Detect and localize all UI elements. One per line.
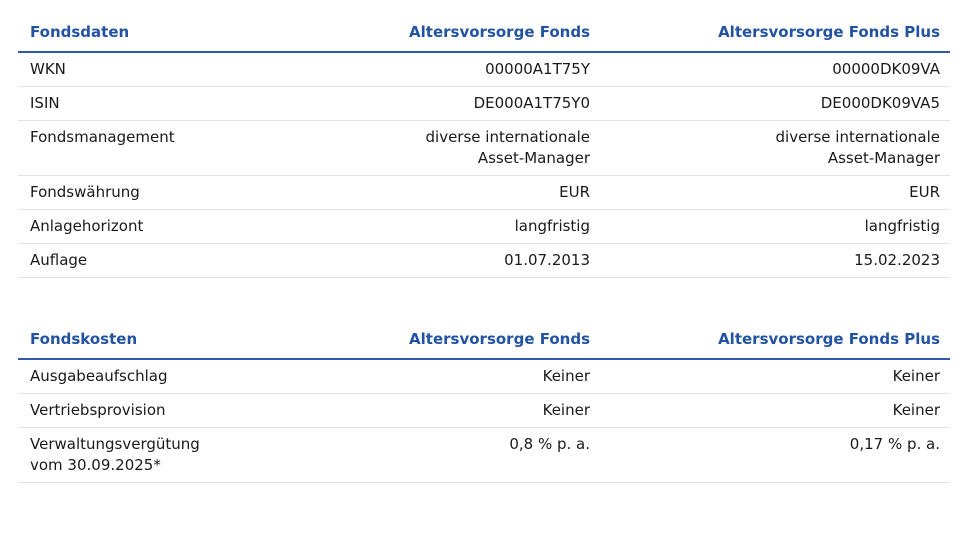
row-label: Auflage — [18, 243, 318, 278]
table-row-vertriebsprovision: Vertriebsprovision Keiner Keiner — [18, 393, 950, 428]
fonds-value: Keiner — [318, 359, 600, 394]
column-header-altersvorsorge-fonds-plus: Altersvorsorge Fonds Plus — [600, 320, 950, 360]
fondsdaten-table-title: Fondsdaten — [18, 13, 318, 53]
fonds-plus-value: EUR — [600, 175, 950, 210]
fonds-plus-value: 0,17 % p. a. — [600, 427, 950, 483]
fondsdaten-header-row: Fondsdaten Altersvorsorge Fonds Altersvo… — [18, 13, 950, 53]
row-label: WKN — [18, 52, 318, 87]
fonds-plus-value: Keiner — [600, 393, 950, 428]
row-label: Anlagehorizont — [18, 209, 318, 244]
table-row-anlagehorizont: Anlagehorizont langfristig langfristig — [18, 209, 950, 244]
fonds-value: 0,8 % p. a. — [318, 427, 600, 483]
fund-info-page: Fondsdaten Altersvorsorge Fonds Altersvo… — [18, 13, 950, 483]
table-row-isin: ISIN DE000A1T75Y0 DE000DK09VA5 — [18, 86, 950, 121]
fonds-plus-value: langfristig — [600, 209, 950, 244]
table-row-fondswaehrung: Fondswährung EUR EUR — [18, 175, 950, 210]
fondskosten-header-row: Fondskosten Altersvorsorge Fonds Altersv… — [18, 320, 950, 360]
fonds-plus-value: Keiner — [600, 359, 950, 394]
fondsdaten-table: Fondsdaten Altersvorsorge Fonds Altersvo… — [18, 13, 950, 278]
fonds-value: Keiner — [318, 393, 600, 428]
fonds-plus-value: DE000DK09VA5 — [600, 86, 950, 121]
fondskosten-table: Fondskosten Altersvorsorge Fonds Altersv… — [18, 320, 950, 483]
row-label: ISIN — [18, 86, 318, 121]
column-header-altersvorsorge-fonds: Altersvorsorge Fonds — [318, 13, 600, 53]
fonds-plus-value: 00000DK09VA — [600, 52, 950, 87]
column-header-altersvorsorge-fonds-plus: Altersvorsorge Fonds Plus — [600, 13, 950, 53]
fondskosten-table-title: Fondskosten — [18, 320, 318, 360]
fonds-value: 00000A1T75Y — [318, 52, 600, 87]
row-label: Fondswährung — [18, 175, 318, 210]
row-label: Verwaltungsvergütung vom 30.09.2025* — [18, 427, 318, 483]
table-row-fondsmanagement: Fondsmanagement diverse internationale A… — [18, 120, 950, 176]
fonds-plus-value: 15.02.2023 — [600, 243, 950, 278]
row-label: Ausgabeaufschlag — [18, 359, 318, 394]
row-label: Fondsmanagement — [18, 120, 318, 176]
fonds-value: 01.07.2013 — [318, 243, 600, 278]
table-row-auflage: Auflage 01.07.2013 15.02.2023 — [18, 243, 950, 278]
fonds-plus-value: diverse internationale Asset-Manager — [600, 120, 950, 176]
fonds-value: diverse internationale Asset-Manager — [318, 120, 600, 176]
table-row-ausgabeaufschlag: Ausgabeaufschlag Keiner Keiner — [18, 359, 950, 394]
fonds-value: EUR — [318, 175, 600, 210]
table-row-verwaltungsverguetung: Verwaltungsvergütung vom 30.09.2025* 0,8… — [18, 427, 950, 483]
fonds-value: langfristig — [318, 209, 600, 244]
column-header-altersvorsorge-fonds: Altersvorsorge Fonds — [318, 320, 600, 360]
fonds-value: DE000A1T75Y0 — [318, 86, 600, 121]
table-row-wkn: WKN 00000A1T75Y 00000DK09VA — [18, 52, 950, 87]
row-label: Vertriebsprovision — [18, 393, 318, 428]
